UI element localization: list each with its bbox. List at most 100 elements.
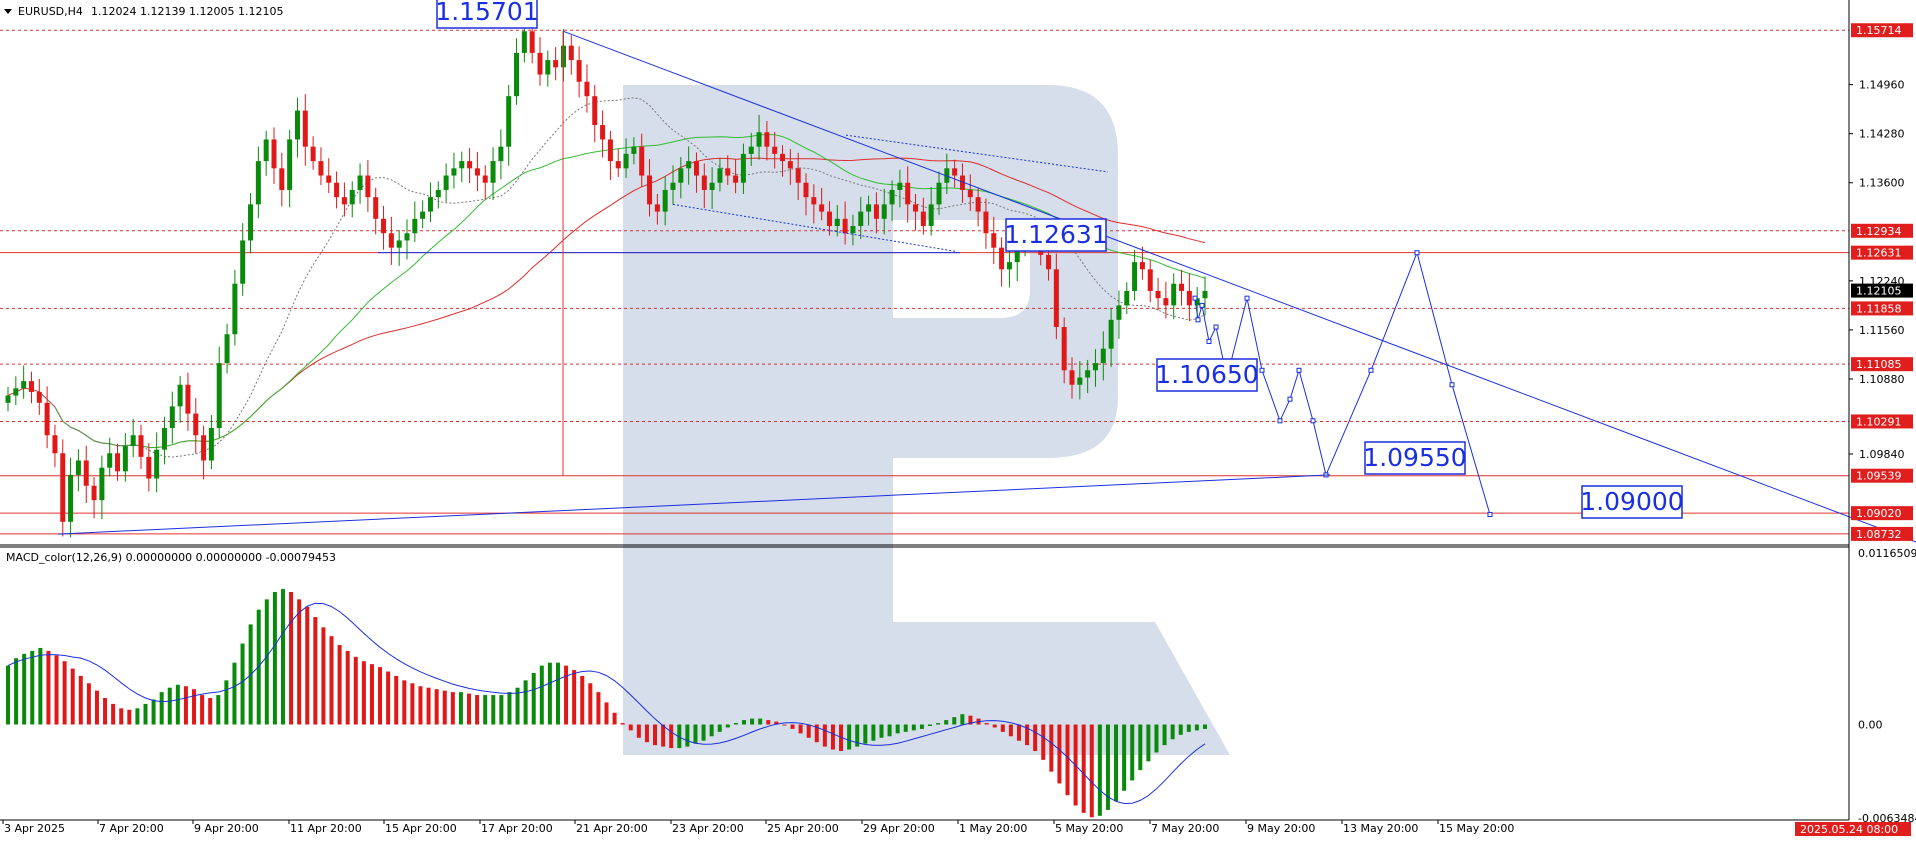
candle-body <box>287 139 293 190</box>
time-tick-label: 23 Apr 20:00 <box>672 822 744 835</box>
macd-bar <box>604 702 609 725</box>
macd-bar <box>1089 724 1094 818</box>
current-price-badge <box>1851 283 1913 298</box>
annotation-box[interactable] <box>1581 485 1683 519</box>
candle-body <box>764 132 770 147</box>
forecast-point[interactable] <box>1244 295 1250 301</box>
macd-bar <box>167 687 172 725</box>
trendline-down[interactable] <box>562 30 1916 543</box>
time-tick-label: 7 Apr 20:00 <box>99 822 164 835</box>
candle-body <box>701 175 707 190</box>
candle-body <box>44 402 50 436</box>
forecast-point[interactable] <box>1213 324 1219 330</box>
candle-body <box>693 161 699 176</box>
candle-body <box>897 182 903 190</box>
forecast-point[interactable] <box>1199 302 1205 308</box>
forecast-point[interactable] <box>1277 418 1283 424</box>
candle-body <box>138 435 144 457</box>
macd-bar <box>960 714 965 725</box>
macd-bar <box>1065 724 1070 796</box>
candle-body <box>396 240 402 248</box>
candle-body <box>1186 290 1192 306</box>
macd-bar <box>709 724 714 737</box>
annotation-box[interactable] <box>436 0 538 29</box>
candle-body <box>881 204 887 219</box>
candle-body <box>568 45 574 61</box>
candle-body <box>592 96 598 126</box>
level-badge <box>1851 526 1913 541</box>
macd-bar <box>725 724 730 728</box>
candle-body <box>576 60 582 82</box>
level-badge <box>1851 357 1913 372</box>
macd-bar <box>717 724 722 732</box>
macd-bar <box>1097 724 1102 816</box>
dropdown-arrow-icon[interactable] <box>4 9 12 14</box>
forecast-point[interactable] <box>1368 367 1374 373</box>
candle-body <box>936 182 942 205</box>
candle-body <box>537 52 543 75</box>
macd-bar <box>1162 724 1167 746</box>
candle-body <box>1108 319 1114 349</box>
macd-bar <box>830 724 835 750</box>
trendline-up[interactable] <box>57 474 1331 535</box>
forecast-point[interactable] <box>1487 512 1493 518</box>
candle-body <box>451 168 457 176</box>
candle-body <box>263 139 269 162</box>
macd-bar <box>693 724 698 744</box>
forecast-point[interactable] <box>1414 250 1420 256</box>
candle-body <box>21 381 27 389</box>
macd-bar <box>766 720 771 725</box>
macd-bar <box>1178 724 1183 735</box>
macd-bar <box>345 650 350 725</box>
annotation-box[interactable] <box>1005 218 1107 252</box>
candle-body <box>826 211 832 227</box>
candle-body <box>662 189 668 212</box>
annotation-box[interactable] <box>1156 358 1258 392</box>
candle-body <box>91 485 97 501</box>
candle-body <box>952 168 958 176</box>
macd-bar <box>378 667 383 725</box>
time-tick-label: 25 Apr 20:00 <box>767 822 839 835</box>
candle-body <box>725 168 731 176</box>
candle-body <box>1147 269 1153 291</box>
forecast-point[interactable] <box>1287 396 1293 402</box>
macd-bar <box>353 656 358 725</box>
candle-body <box>1155 290 1161 299</box>
level-badge <box>1851 23 1913 38</box>
candle-body <box>341 197 347 205</box>
forecast-point[interactable] <box>1195 317 1201 323</box>
forecast-point[interactable] <box>1296 367 1302 373</box>
candle-body <box>169 406 175 429</box>
macd-bar <box>644 724 649 743</box>
candle-body <box>1014 247 1020 263</box>
candle-body <box>334 182 340 198</box>
macd-bar <box>1203 724 1207 729</box>
candle-body <box>1171 283 1177 306</box>
macd-bar <box>588 683 593 725</box>
annotation-label: 1.12631 <box>1004 220 1107 249</box>
forecast-point[interactable] <box>1449 382 1455 388</box>
candle-body <box>467 161 473 169</box>
macd-bar <box>22 653 27 725</box>
forecast-point[interactable] <box>1259 367 1265 373</box>
time-tick-label: 11 Apr 20:00 <box>290 822 362 835</box>
candle-body <box>240 240 246 284</box>
candle-body <box>435 189 441 198</box>
current-price-label: 1.12105 <box>1856 285 1902 298</box>
forecast-point[interactable] <box>1310 418 1316 424</box>
candle-body <box>255 161 261 205</box>
candle-body <box>803 182 809 198</box>
forecast-point[interactable] <box>1206 338 1212 344</box>
macd-bar <box>410 683 415 725</box>
forecast-point[interactable] <box>1192 295 1198 301</box>
macd-bar <box>450 692 455 725</box>
time-tick-label: 9 May 20:00 <box>1247 822 1315 835</box>
time-tick-label: 17 Apr 20:00 <box>481 822 553 835</box>
level-badge-label: 1.12934 <box>1856 225 1902 238</box>
annotation-box[interactable] <box>1364 441 1466 475</box>
macd-bar <box>402 680 407 725</box>
macd-bar <box>127 709 132 725</box>
candle-body <box>412 218 418 234</box>
candle-body <box>13 388 19 396</box>
